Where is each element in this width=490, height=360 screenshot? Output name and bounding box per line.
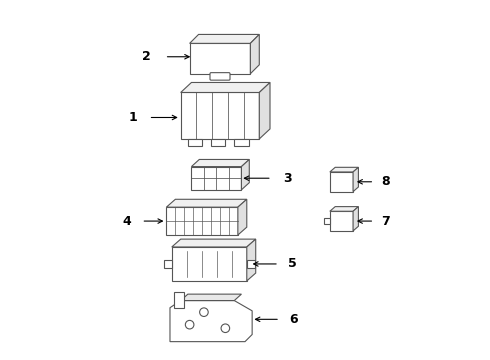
Polygon shape: [259, 82, 270, 139]
Polygon shape: [242, 159, 249, 190]
Polygon shape: [167, 199, 247, 207]
Polygon shape: [173, 292, 184, 308]
Polygon shape: [211, 139, 225, 146]
Polygon shape: [330, 211, 353, 231]
Polygon shape: [353, 207, 358, 231]
Polygon shape: [170, 301, 252, 342]
Polygon shape: [353, 167, 358, 192]
Polygon shape: [238, 199, 247, 235]
Text: 1: 1: [128, 111, 137, 124]
Polygon shape: [330, 172, 353, 192]
Text: 4: 4: [122, 215, 131, 228]
Text: 2: 2: [143, 50, 151, 63]
Polygon shape: [192, 167, 242, 190]
Text: 6: 6: [289, 313, 298, 326]
Polygon shape: [330, 207, 358, 211]
Polygon shape: [181, 82, 270, 93]
FancyBboxPatch shape: [210, 73, 230, 80]
Polygon shape: [164, 260, 172, 268]
Polygon shape: [324, 218, 330, 224]
Text: 3: 3: [283, 172, 292, 185]
Polygon shape: [188, 139, 202, 146]
Polygon shape: [330, 167, 358, 172]
Polygon shape: [234, 139, 248, 146]
Text: 5: 5: [288, 257, 297, 270]
Polygon shape: [181, 294, 242, 301]
Polygon shape: [247, 239, 256, 281]
Polygon shape: [181, 93, 259, 139]
Text: 8: 8: [381, 175, 390, 188]
Polygon shape: [190, 43, 250, 74]
Polygon shape: [192, 159, 249, 167]
Polygon shape: [250, 35, 259, 74]
Polygon shape: [172, 247, 247, 281]
Polygon shape: [247, 260, 255, 268]
Polygon shape: [172, 239, 256, 247]
Text: 7: 7: [381, 215, 390, 228]
Polygon shape: [167, 207, 238, 235]
Polygon shape: [190, 35, 259, 43]
